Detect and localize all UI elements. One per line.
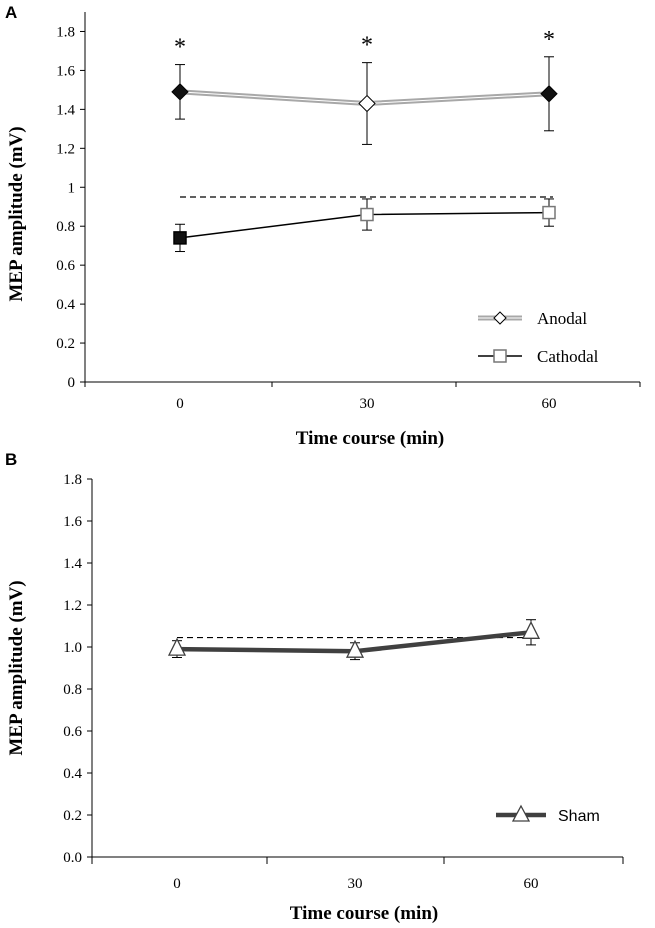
panel-a-y-tick-label: 0.8: [56, 219, 75, 235]
panel-a-legend: Anodal Cathodal: [478, 309, 599, 366]
panel-a-y-axis-title: MEP amplitude (mV): [6, 126, 27, 301]
panel-a-y-tick-label: 1.6: [56, 63, 75, 79]
panel-b-sham-point: [345, 639, 365, 658]
legend-cathodal-square-marker: [493, 349, 507, 363]
panel-a-cathodal-point: [173, 231, 187, 245]
panel-b-y-tick-label: 0.8: [63, 682, 82, 698]
legend-anodal-label: Anodal: [537, 309, 587, 328]
panel-a-anodal-point: [540, 85, 558, 103]
panel-b-y-tick-label: 1.8: [63, 472, 82, 488]
panel-b-y-tick-label: 1.4: [63, 556, 82, 572]
panel-a-y-tick-label: 0.2: [56, 336, 75, 352]
panel-a-y-tick-label: 1.2: [56, 141, 75, 157]
panel-b-x-tick-label: 60: [524, 876, 539, 892]
panel-a-y-tick-label: 0.4: [56, 297, 75, 313]
panel-a-anodal-significance-mark: *: [174, 35, 186, 61]
panel-a-x-axis-title: Time course (min): [296, 428, 444, 449]
panel-a: A MEP amplitude (mV) Time course (min) A…: [5, 3, 641, 449]
legend-anodal-diamond-marker: [493, 311, 507, 325]
legend-sham-triangle-marker: [511, 804, 531, 822]
panel-a-anodal-significance-mark: *: [543, 27, 555, 53]
panel-b-y-tick-label: 0.4: [63, 766, 82, 782]
panel-b-y-tick-label: 1.2: [63, 598, 82, 614]
panel-a-anodal-significance-mark: *: [361, 33, 373, 59]
panel-b-x-tick-label: 30: [348, 876, 363, 892]
panel-b-y-tick-label: 1.6: [63, 514, 82, 530]
panel-b-sham-point: [521, 620, 541, 639]
legend-sham-label: Sham: [558, 808, 600, 825]
panel-b-letter: B: [5, 450, 17, 469]
panel-a-anodal-point: [171, 83, 189, 101]
panel-a-x-tick-label: 0: [176, 396, 184, 412]
panel-b-sham-point: [167, 637, 187, 656]
panel-a-y-tick-label: 0.6: [56, 258, 75, 274]
panel-b-y-tick-label: 0.2: [63, 808, 82, 824]
legend-cathodal-label: Cathodal: [537, 347, 599, 366]
panel-a-anodal-point: [358, 94, 376, 113]
panel-a-cathodal-point: [542, 205, 556, 220]
panel-a-y-tick-label: 0: [68, 375, 76, 391]
panel-a-cathodal-point: [360, 207, 374, 222]
panel-b-y-tick-label: 0.0: [63, 850, 82, 866]
panel-a-y-tick-label: 1.8: [56, 24, 75, 40]
panel-a-x-tick-label: 60: [542, 396, 557, 412]
panel-a-y-tick-label: 1.4: [56, 102, 75, 118]
panel-b-y-axis-title: MEP amplitude (mV): [6, 580, 27, 755]
panel-b-legend: Sham: [496, 804, 600, 825]
panel-b-y-tick-label: 0.6: [63, 724, 82, 740]
panel-b-x-axis-title: Time course (min): [290, 903, 438, 924]
panel-b: B MEP amplitude (mV) Time course (min) S…: [5, 450, 624, 924]
panel-a-letter: A: [5, 3, 17, 22]
panel-b-x-tick-label: 0: [173, 876, 181, 892]
panel-a-y-tick-label: 1: [68, 180, 76, 196]
panel-a-x-tick-label: 30: [360, 396, 375, 412]
panel-b-y-tick-label: 1.0: [63, 640, 82, 656]
